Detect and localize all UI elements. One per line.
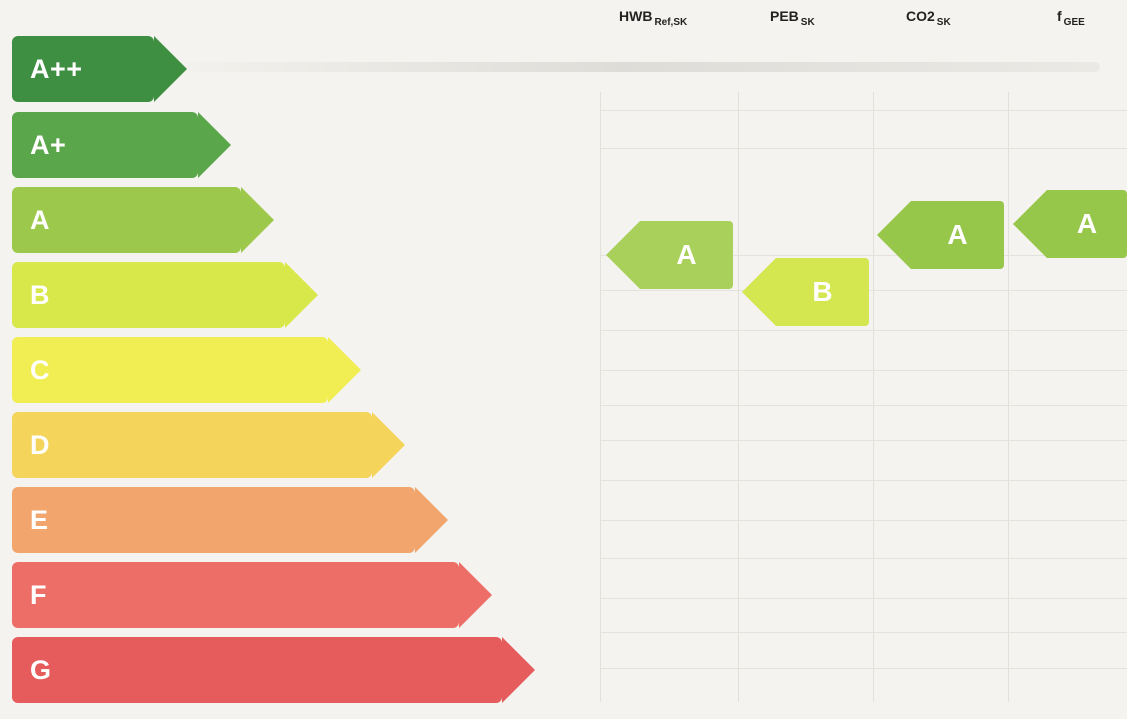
column-header-peb: PEB SK <box>770 8 815 28</box>
class-label: A+ <box>30 129 67 160</box>
class-label: C <box>30 354 50 385</box>
grid-line <box>600 255 1127 256</box>
class-arrow-d: D <box>12 412 405 478</box>
rating-value: B <box>812 276 833 307</box>
rating-pointer-peb: B <box>742 258 869 326</box>
rating-value: A <box>676 239 697 270</box>
grid-line <box>600 405 1127 406</box>
grid-line <box>600 520 1127 521</box>
class-label: D <box>30 429 50 460</box>
grid-line <box>1008 92 1009 702</box>
rating-value: A <box>1076 208 1098 239</box>
column-header-hwb: HWB Ref,SK <box>619 8 688 28</box>
class-arrow-c: C <box>12 337 361 403</box>
grid-line <box>600 92 601 702</box>
rating-pointer-fgee: A <box>1013 190 1127 258</box>
grid-line <box>600 330 1127 331</box>
grid-line <box>600 598 1127 599</box>
grid-line <box>600 632 1127 633</box>
grid-line <box>600 148 1127 149</box>
class-label: E <box>30 504 49 535</box>
class-arrow-b: B <box>12 262 318 328</box>
grid-line <box>600 668 1127 669</box>
class-label: F <box>30 579 47 610</box>
grid-line <box>600 110 1127 111</box>
column-header-co2: CO2 SK <box>906 8 951 28</box>
class-arrow-a: A <box>12 187 274 253</box>
class-arrow-g: G <box>12 637 535 703</box>
grid-line <box>738 92 739 702</box>
scan-smudge <box>150 62 1100 72</box>
class-label: A++ <box>30 53 83 84</box>
rating-value: A <box>947 219 968 250</box>
class-arrow-f: F <box>12 562 492 628</box>
class-label: G <box>30 654 52 685</box>
rating-pointer-co2: A <box>877 201 1004 269</box>
grid-line <box>600 480 1127 481</box>
grid-line <box>600 558 1127 559</box>
grid-line <box>600 370 1127 371</box>
class-label: B <box>30 279 50 310</box>
grid-line <box>600 440 1127 441</box>
class-arrow-a-plus: A+ <box>12 112 231 178</box>
grid-line <box>873 92 874 702</box>
column-header-fgee: f GEE <box>1057 8 1085 28</box>
class-arrow-e: E <box>12 487 448 553</box>
rating-pointer-hwb: A <box>606 221 733 289</box>
class-arrow-a-plus-plus: A++ <box>12 36 187 102</box>
class-label: A <box>30 204 50 235</box>
